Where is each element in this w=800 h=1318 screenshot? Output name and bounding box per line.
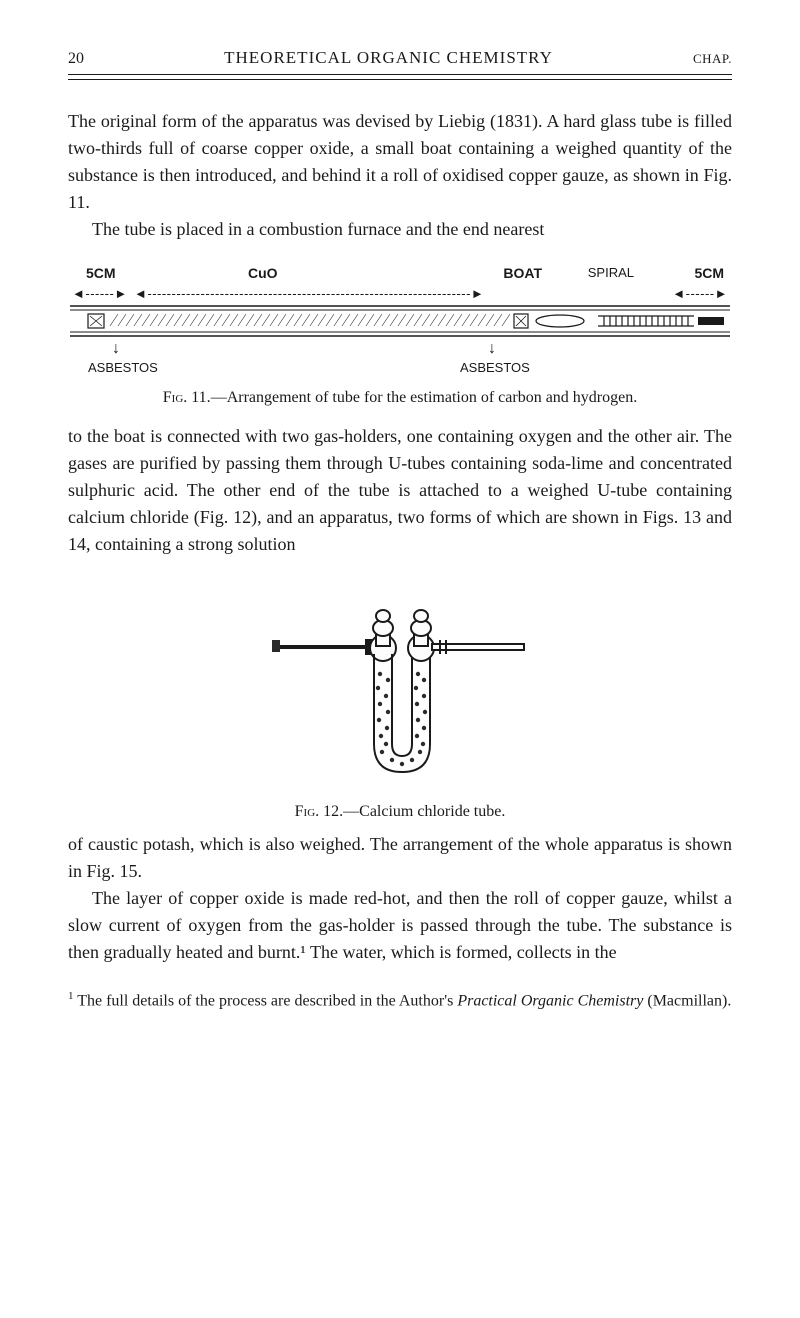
figure-11-caption-prefix: Fig. 11.: [163, 389, 211, 406]
figure-11-bottom-labels: ↓ ↓ ASBESTOS ASBESTOS: [68, 340, 732, 380]
footnote-italic: Practical Organic Chemistry: [457, 993, 643, 1010]
label-asbestos-right: ASBESTOS: [460, 360, 530, 375]
footnote-text-before: The full details of the process are desc…: [74, 993, 458, 1010]
label-5cm-left: 5CM: [86, 265, 116, 281]
figure-11-arrows: ◄------► ◄------------------------------…: [68, 286, 732, 302]
footnote: 1 The full details of the process are de…: [68, 988, 732, 1013]
header-rule: [68, 79, 732, 80]
paragraph-2: The tube is placed in a combustion furna…: [68, 216, 732, 243]
label-cuo: CuO: [248, 265, 278, 281]
arrow-down-right-icon: ↓: [488, 340, 496, 358]
label-boat: BOAT: [503, 265, 542, 281]
chapter-label: CHAP.: [693, 51, 732, 67]
paragraph-4: of caustic potash, which is also weighed…: [68, 831, 732, 885]
arrow-dash-right: ◄------►: [672, 286, 728, 301]
page-header: 20 THEORETICAL ORGANIC CHEMISTRY CHAP.: [68, 48, 732, 75]
figure-12-caption-rest: —Calcium chloride tube.: [343, 803, 505, 820]
arrow-down-left-icon: ↓: [112, 340, 120, 358]
page-number: 20: [68, 50, 84, 68]
figure-11: 5CM CuO BOAT SPIRAL 5CM ◄------► ◄------…: [68, 265, 732, 409]
label-5cm-right: 5CM: [694, 265, 724, 281]
figure-12-caption: Fig. 12.—Calcium chloride tube.: [68, 803, 732, 821]
figure-11-caption: Fig. 11.—Arrangement of tube for the est…: [68, 386, 732, 409]
figure-12: Fig. 12.—Calcium chloride tube.: [68, 584, 732, 821]
arrow-dash-left: ◄------►: [72, 286, 128, 301]
paragraph-3: to the boat is connected with two gas-ho…: [68, 423, 732, 558]
figure-11-tube-diagram: [70, 304, 730, 338]
page-title: THEORETICAL ORGANIC CHEMISTRY: [224, 48, 553, 68]
figure-12-caption-prefix: Fig. 12.: [295, 803, 344, 820]
footnote-text-after: (Macmillan).: [643, 993, 731, 1010]
arrow-dash-mid: ◄---------------------------------------…: [134, 286, 484, 301]
label-spiral: SPIRAL: [588, 265, 634, 280]
paragraph-5: The layer of copper oxide is made red-ho…: [68, 885, 732, 966]
figure-11-top-labels: 5CM CuO BOAT SPIRAL 5CM: [68, 265, 732, 283]
figure-12-utube-diagram: [270, 584, 530, 784]
figure-11-caption-rest: —Arrangement of tube for the estimation …: [211, 389, 638, 406]
label-asbestos-left: ASBESTOS: [88, 360, 158, 375]
paragraph-1: The original form of the apparatus was d…: [68, 108, 732, 216]
